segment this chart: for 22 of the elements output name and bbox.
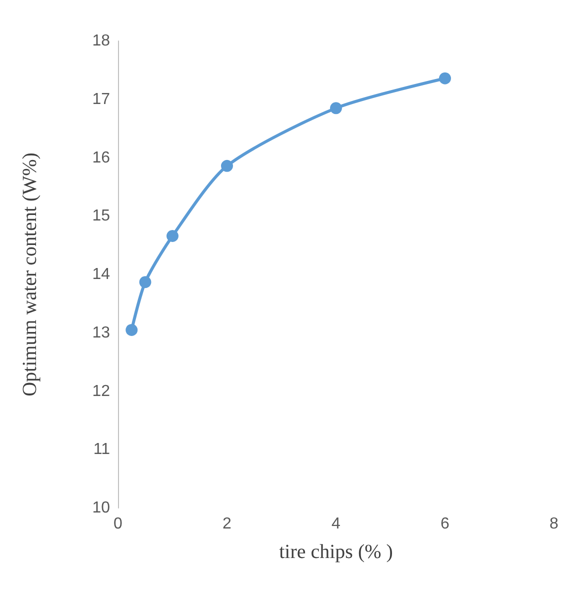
x-tick-label: 8 [550,516,559,532]
y-axis-title: Optimum water content (W%) [19,152,41,396]
point [139,276,152,288]
point [439,72,451,84]
x-tick-label: 4 [332,516,341,532]
y-tick-label: 10 [92,500,110,516]
x-axis-title: tire chips (% ) [279,541,393,563]
point [221,160,233,172]
y-tick-label: 18 [92,32,110,50]
point [166,230,178,242]
y-tick-label: 13 [92,324,110,342]
y-tick-label: 12 [92,382,110,400]
y-tick-label: 17 [92,90,110,108]
x-tick-label: 6 [440,516,450,532]
point [126,324,138,336]
y-tick-label: 15 [92,208,110,225]
x-tick-label: 2 [222,516,232,532]
point [330,102,342,114]
y-tick-label: 14 [92,266,110,283]
x-tick-label: 0 [114,516,123,532]
y-tick-label: 11 [93,441,110,458]
y-tick-label: 16 [92,149,110,166]
